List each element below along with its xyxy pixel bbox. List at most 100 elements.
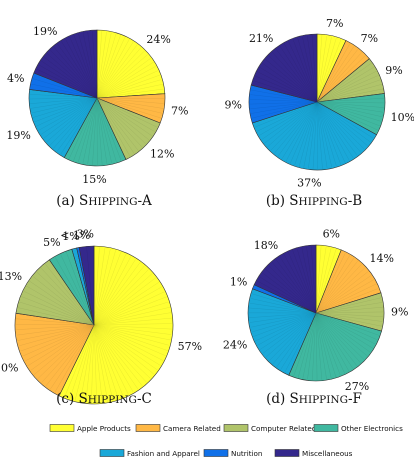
slice-shading-line [77, 97, 98, 163]
slice-shading-line [316, 101, 384, 108]
slice-shading-line [316, 36, 332, 103]
slice-shading-line [316, 101, 371, 143]
legend-item-camera-related: Camera Related [135, 424, 221, 433]
slice-shading-line [43, 56, 98, 99]
slice-shading-line [93, 291, 165, 326]
slice-shading-line [316, 52, 362, 103]
slice-shading-line [315, 312, 380, 336]
slice-shading-line [316, 101, 365, 150]
slice-shading-line [315, 271, 369, 314]
slice-shading-line [96, 97, 153, 137]
slice-shading-line [96, 50, 145, 99]
pie-label-camera-related: 20% [0, 362, 19, 375]
slice-shading-line [20, 324, 95, 352]
slice-shading-line [93, 324, 172, 335]
slice-shading-line [315, 297, 382, 314]
legend: Apple Products Camera Related Computer Rel… [49, 424, 403, 458]
slice-shading-line [298, 101, 318, 167]
slice-shading-line [45, 324, 95, 387]
slice-shading-line [55, 257, 95, 326]
legend-swatch [99, 449, 125, 457]
slice-shading-line [93, 324, 172, 330]
slice-shading-line [93, 324, 108, 402]
slice-shading-line [315, 312, 350, 372]
slice-shading-line [315, 247, 332, 314]
slice-shading-line [30, 97, 98, 109]
slice-shading-line [93, 273, 153, 326]
slice-shading-line [96, 97, 164, 104]
slice-shading-line [30, 97, 98, 104]
slice-shading-line [93, 324, 171, 341]
slice-shading-line [283, 43, 318, 103]
slice-shading-line [264, 101, 318, 144]
slice-shading-line [316, 101, 337, 167]
slice-shading-line [315, 312, 374, 349]
legend-swatch [203, 449, 229, 457]
pie-label-other-electronics: 10% [391, 111, 414, 124]
slice-shading-line [303, 101, 318, 168]
slice-shading-line [316, 46, 355, 103]
slice-shading-line [60, 97, 98, 155]
slice-shading-line [18, 324, 95, 346]
slice-shading-line [275, 48, 318, 103]
slice-shading-line [249, 312, 317, 318]
slice-shading-line [93, 324, 97, 403]
slice-shading-line [93, 323, 172, 326]
slice-shading-line [96, 97, 164, 99]
slice-shading-line [96, 41, 134, 99]
slice-shading-line [316, 101, 354, 159]
pie-label-computer-related: 12% [150, 147, 174, 160]
slice-shading-line [21, 296, 95, 326]
slice-shading-line [96, 97, 135, 154]
slice-shading-line [284, 312, 317, 373]
slice-shading-line [315, 249, 337, 314]
slice-shading-line [316, 101, 346, 163]
slice-shading-line [255, 75, 318, 103]
pie-slice-camera-related [14, 312, 95, 397]
slice-shading-line [93, 324, 124, 398]
slice-shading-line [96, 47, 142, 99]
pie-label-computer-related: 13% [0, 270, 22, 283]
pie-label-nutrition: 1% [230, 276, 247, 289]
slice-shading-line [96, 66, 157, 99]
slice-shading-line [315, 260, 359, 314]
slice-shading-line [96, 58, 151, 99]
slice-shading-line [93, 324, 151, 379]
slice-shading-line [93, 247, 100, 326]
pie-label-fashion-and-apparel: 1% [62, 230, 79, 243]
slice-shading-line [279, 46, 318, 103]
slice-shading-line [50, 49, 98, 99]
slice-shading-line [249, 312, 317, 323]
slice-shading-line [316, 79, 381, 103]
pie-slice-miscellaneous [78, 245, 95, 326]
slice-shading-line [256, 101, 318, 132]
slice-shading-line [316, 101, 374, 139]
slice-shading-line [285, 101, 318, 162]
slice-shading-line [315, 252, 346, 314]
slice-shading-line [53, 46, 98, 99]
slice-shading-line [250, 94, 318, 103]
slice-shading-line [93, 324, 168, 351]
slice-shading-line [16, 318, 95, 326]
slice-shading-line [96, 37, 126, 99]
slice-shading-line [85, 324, 95, 403]
slice-shading-line [257, 71, 318, 103]
slice-shading-line [93, 250, 116, 326]
slice-shading-line [280, 312, 317, 370]
slice-shading-line [250, 101, 318, 114]
slice-shading-line [22, 324, 95, 357]
slice-shading-line [96, 97, 150, 141]
slice-shading-line [86, 247, 95, 326]
legend-label: Fashion and Apparel [127, 449, 200, 458]
slice-shading-line [315, 312, 383, 322]
slice-shading-line [41, 324, 95, 383]
legend-label: Camera Related [163, 424, 221, 433]
slice-shading-line [315, 312, 371, 353]
pie-slice-fashion-and-apparel [251, 101, 377, 171]
slice-shading-line [316, 101, 328, 169]
slice-shading-line [96, 97, 143, 148]
slice-shading-line [32, 78, 98, 99]
slice-shading-line [315, 312, 332, 379]
slice-shading-line [40, 267, 95, 326]
slice-shading-line [93, 251, 122, 326]
